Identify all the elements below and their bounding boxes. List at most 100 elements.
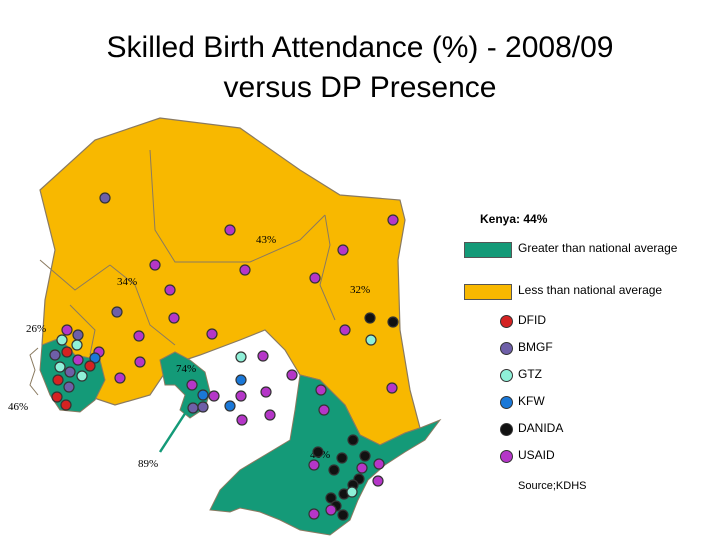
- marker-usaid: [286, 369, 298, 381]
- legend-source: Source;KDHS: [518, 480, 587, 492]
- partner-markers: [49, 192, 399, 521]
- gtz-dot-icon: [500, 369, 513, 382]
- title-line-1: Skilled Birth Attendance (%) - 2008/09: [106, 31, 614, 64]
- legend-title: Kenya: 44%: [480, 212, 548, 226]
- lake-victoria-shore: [29, 347, 39, 396]
- marker-usaid: [308, 459, 320, 471]
- legend-kfw: KFW: [464, 393, 714, 420]
- marker-usaid: [339, 324, 351, 336]
- kfw-dot-icon: [500, 396, 513, 409]
- legend-below-swatch: [464, 284, 512, 300]
- marker-usaid: [72, 354, 84, 366]
- marker-kfw: [89, 352, 101, 364]
- marker-bmgf: [99, 192, 111, 204]
- legend-above-row: Greater than national average: [464, 240, 714, 268]
- marker-usaid: [208, 390, 220, 402]
- marker-gtz: [76, 370, 88, 382]
- marker-danida: [312, 446, 324, 458]
- marker-usaid: [386, 382, 398, 394]
- legend-danida-label: DANIDA: [518, 421, 564, 435]
- legend-bmgf: BMGF: [464, 339, 714, 366]
- legend-usaid: USAID: [464, 447, 714, 474]
- marker-dfid: [52, 374, 64, 386]
- marker-usaid: [337, 244, 349, 256]
- marker-dfid: [60, 399, 72, 411]
- marker-kfw: [224, 400, 236, 412]
- marker-usaid: [168, 312, 180, 324]
- province-border-1: [149, 149, 326, 263]
- legend-above-swatch: [464, 242, 512, 258]
- marker-bmgf: [197, 401, 209, 413]
- marker-usaid: [235, 390, 247, 402]
- province-border-3: [109, 264, 176, 346]
- marker-danida: [364, 312, 376, 324]
- marker-bmgf: [49, 349, 61, 361]
- marker-usaid: [133, 330, 145, 342]
- legend-partners: DFID BMGF GTZ KFW DANIDA USAID: [464, 312, 714, 474]
- marker-usaid: [260, 386, 272, 398]
- province-border-4: [69, 304, 96, 356]
- marker-dfid: [51, 391, 63, 403]
- marker-gtz: [365, 334, 377, 346]
- marker-usaid: [318, 404, 330, 416]
- marker-gtz: [54, 361, 66, 373]
- marker-usaid: [325, 504, 337, 516]
- marker-usaid: [387, 214, 399, 226]
- marker-usaid: [164, 284, 176, 296]
- marker-danida: [347, 434, 359, 446]
- region-central: [159, 351, 211, 419]
- nairobi-pointer: [158, 411, 188, 453]
- region-coast: [209, 374, 442, 536]
- marker-usaid: [134, 356, 146, 368]
- marker-gtz: [56, 334, 68, 346]
- legend-usaid-label: USAID: [518, 448, 555, 462]
- slide-title: Skilled Birth Attendance (%) - 2008/09 v…: [0, 28, 720, 108]
- legend: Kenya: 44% Greater than national average…: [464, 212, 714, 492]
- marker-usaid: [114, 372, 126, 384]
- marker-usaid: [61, 324, 73, 336]
- marker-dfid: [84, 360, 96, 372]
- label-northeast: 32%: [350, 284, 370, 296]
- title-line-2: versus DP Presence: [223, 71, 497, 104]
- danida-dot-icon: [500, 423, 513, 436]
- label-central: 74%: [176, 363, 196, 375]
- marker-danida: [337, 509, 349, 521]
- marker-usaid: [356, 462, 368, 474]
- province-border-2: [319, 214, 336, 321]
- marker-usaid: [264, 409, 276, 421]
- marker-kfw: [235, 374, 247, 386]
- marker-usaid: [239, 264, 251, 276]
- marker-gtz: [346, 486, 358, 498]
- marker-bmgf: [72, 329, 84, 341]
- marker-usaid: [315, 384, 327, 396]
- label-southwest: 46%: [8, 401, 28, 413]
- legend-dfid-label: DFID: [518, 313, 546, 327]
- marker-usaid: [373, 458, 385, 470]
- legend-gtz: GTZ: [464, 366, 714, 393]
- marker-usaid: [372, 475, 384, 487]
- marker-gtz: [235, 351, 247, 363]
- legend-bmgf-label: BMGF: [518, 340, 553, 354]
- legend-gtz-label: GTZ: [518, 367, 542, 381]
- dfid-dot-icon: [500, 315, 513, 328]
- legend-danida: DANIDA: [464, 420, 714, 447]
- label-nairobi: 89%: [138, 458, 158, 470]
- bmgf-dot-icon: [500, 342, 513, 355]
- marker-bmgf: [64, 366, 76, 378]
- marker-usaid: [309, 272, 321, 284]
- marker-gtz: [71, 339, 83, 351]
- marker-usaid: [308, 508, 320, 520]
- marker-usaid: [186, 379, 198, 391]
- label-lakeside: 26%: [26, 323, 46, 335]
- marker-danida: [359, 450, 371, 462]
- marker-usaid: [224, 224, 236, 236]
- legend-below-label: Less than national average: [518, 283, 663, 297]
- label-north: 43%: [256, 234, 276, 246]
- marker-usaid: [236, 414, 248, 426]
- legend-below-row: Less than national average: [464, 282, 714, 310]
- marker-danida: [336, 452, 348, 464]
- usaid-dot-icon: [500, 450, 513, 463]
- marker-danida: [328, 464, 340, 476]
- marker-usaid: [149, 259, 161, 271]
